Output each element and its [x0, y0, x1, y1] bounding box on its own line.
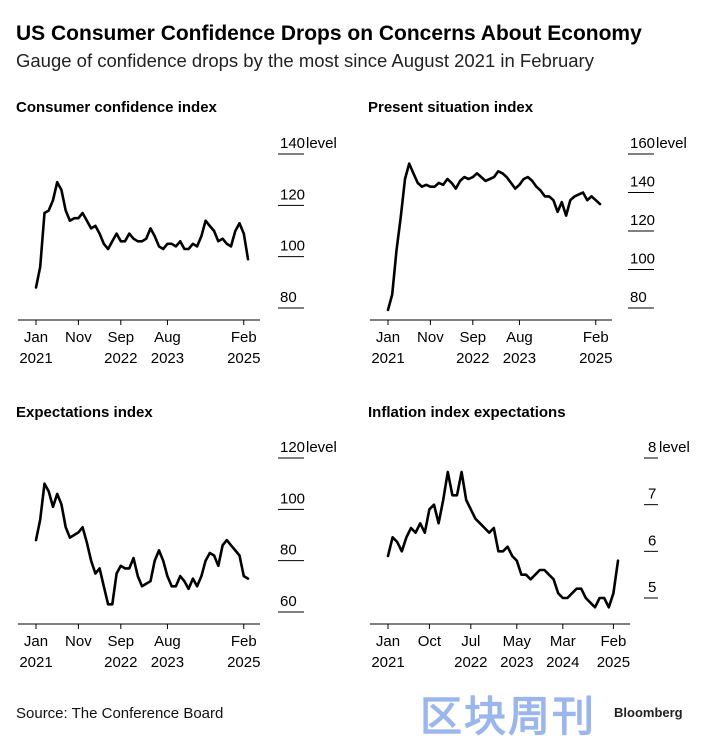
x-tick-label: Aug: [506, 329, 533, 346]
y-tick-label: 120: [630, 212, 655, 229]
page-subtitle: Gauge of confidence drops by the most si…: [16, 50, 594, 71]
chart-panel-4: Inflation index expectations 5 6 7 8 level Jan…: [368, 404, 690, 671]
x-tick-year-label: 2024: [546, 654, 579, 671]
x-tick-label: Feb: [583, 329, 609, 346]
x-tick-year-label: 2022: [456, 350, 489, 367]
y-tick-label: 100: [280, 238, 305, 255]
page-title: US Consumer Confidence Drops on Concerns…: [16, 22, 642, 45]
x-tick-year-label: 2023: [151, 350, 184, 367]
y-tick-label: 140: [280, 135, 305, 152]
chart-title: Inflation index expectations: [368, 404, 566, 421]
y-tick-label: 5: [648, 579, 656, 596]
series-line: [386, 162, 602, 312]
x-tick-label: Feb: [231, 329, 257, 346]
x-tick-year-label: 2022: [454, 654, 487, 671]
x-tick-year-label: 2022: [104, 350, 137, 367]
y-tick-label: 140: [630, 174, 655, 191]
y-tick-label: 100: [630, 251, 655, 268]
x-tick-label: Sep: [107, 633, 134, 650]
x-tick-label: Aug: [154, 329, 181, 346]
x-tick-year-label: 2021: [371, 350, 404, 367]
x-tick-label: Mar: [550, 633, 576, 650]
x-tick-label: Jan: [376, 329, 400, 346]
x-tick-label: Jan: [24, 329, 48, 346]
chart-title: Consumer confidence index: [16, 99, 218, 116]
y-unit-label: level: [306, 135, 337, 152]
x-tick-year-label: 2021: [19, 654, 52, 671]
x-tick-year-label: 2023: [503, 350, 536, 367]
x-tick-year-label: 2023: [500, 654, 533, 671]
y-tick-label: 6: [648, 532, 656, 549]
x-tick-label: Nov: [65, 329, 92, 346]
x-tick-label: Aug: [154, 633, 181, 650]
x-tick-label: Jan: [24, 633, 48, 650]
chart-panel-3: Expectations index 60 80 100 120 level Jan 2021…: [16, 404, 337, 671]
series-line: [34, 180, 250, 289]
x-tick-year-label: 2025: [597, 654, 630, 671]
chart-title: Present situation index: [368, 99, 534, 116]
chart-panel-2: Present situation index 80 100 120 140 160 lev…: [368, 99, 687, 367]
chart-title: Expectations index: [16, 404, 153, 421]
x-tick-label: Oct: [418, 633, 442, 650]
y-tick-label: 80: [630, 289, 647, 306]
x-tick-label: Sep: [107, 329, 134, 346]
y-unit-label: level: [656, 135, 687, 152]
x-tick-label: May: [503, 633, 532, 650]
source-note: Source: The Conference Board: [16, 705, 224, 722]
x-tick-year-label: 2022: [104, 654, 137, 671]
y-tick-label: 120: [280, 186, 305, 203]
x-tick-label: Jan: [376, 633, 400, 650]
bloomberg-logo: Bloomberg: [614, 705, 683, 720]
x-tick-year-label: 2021: [371, 654, 404, 671]
x-tick-label: Nov: [417, 329, 444, 346]
x-tick-label: Feb: [600, 633, 626, 650]
x-tick-label: Jul: [461, 633, 480, 650]
y-unit-label: level: [306, 439, 337, 456]
y-tick-label: 60: [280, 593, 297, 610]
watermark-logo: 区块周刊: [420, 693, 597, 740]
x-tick-year-label: 2021: [19, 350, 52, 367]
y-tick-label: 160: [630, 135, 655, 152]
x-tick-label: Sep: [459, 329, 486, 346]
series-line: [34, 482, 250, 606]
y-tick-label: 80: [280, 542, 297, 559]
series-line: [386, 470, 620, 609]
y-tick-label: 80: [280, 289, 297, 306]
x-tick-year-label: 2023: [151, 654, 184, 671]
y-tick-label: 8: [648, 439, 656, 456]
y-tick-label: 120: [280, 439, 305, 456]
x-tick-label: Nov: [65, 633, 92, 650]
y-unit-label: level: [659, 439, 690, 456]
chart-panel-1: Consumer confidence index 80 100 120 140 leve…: [16, 99, 337, 367]
y-tick-label: 7: [648, 486, 656, 503]
y-tick-label: 100: [280, 490, 305, 507]
x-tick-label: Feb: [231, 633, 257, 650]
x-tick-year-label: 2025: [227, 350, 260, 367]
x-tick-year-label: 2025: [579, 350, 612, 367]
x-tick-year-label: 2025: [227, 654, 260, 671]
